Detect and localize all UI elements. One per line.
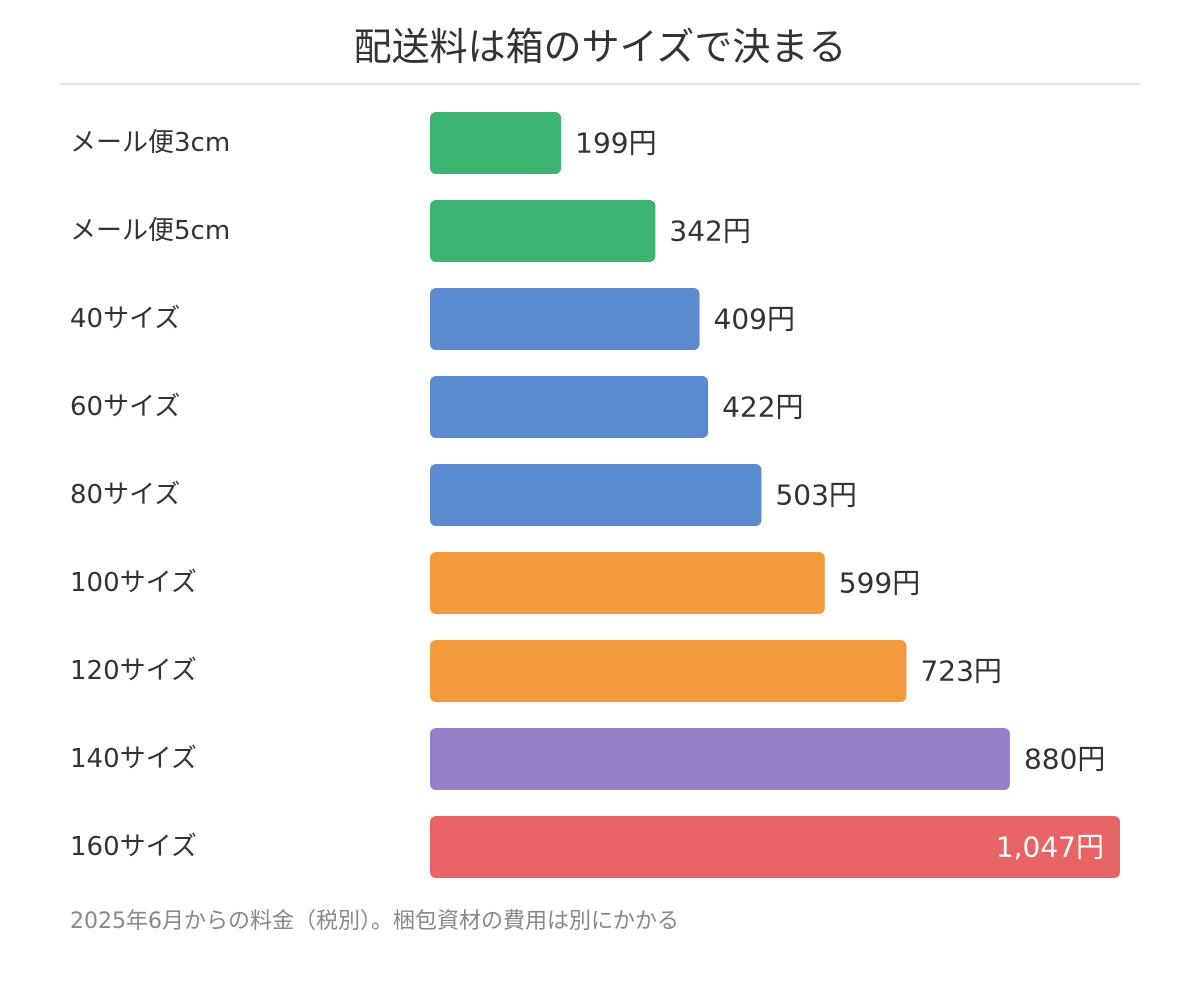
category-label: 100サイズ bbox=[70, 568, 197, 598]
value-label: 409円 bbox=[714, 303, 795, 336]
bar bbox=[430, 200, 656, 262]
value-label: 1,047円 bbox=[996, 831, 1104, 864]
value-label: 599円 bbox=[839, 567, 920, 600]
category-label: 140サイズ bbox=[70, 744, 197, 774]
value-label: 422円 bbox=[722, 391, 803, 424]
bar bbox=[430, 640, 907, 702]
category-label: メール便5cm bbox=[70, 216, 230, 246]
category-label: 80サイズ bbox=[70, 480, 180, 510]
category-label: 60サイズ bbox=[70, 392, 180, 422]
category-label: 120サイズ bbox=[70, 656, 197, 686]
value-label: 503円 bbox=[775, 479, 856, 512]
footnote: 2025年6月からの料金（税別）。梱包資材の費用は別にかかる bbox=[70, 909, 679, 934]
chart-title: 配送料は箱のサイズで決まる bbox=[353, 25, 847, 69]
bar bbox=[430, 552, 825, 614]
bar bbox=[430, 464, 762, 526]
value-label: 342円 bbox=[669, 215, 750, 248]
bar bbox=[430, 112, 562, 174]
bar bbox=[430, 376, 709, 438]
title-divider bbox=[60, 83, 1140, 85]
category-label: 160サイズ bbox=[70, 832, 197, 862]
value-label: 723円 bbox=[920, 655, 1001, 688]
value-label: 199円 bbox=[575, 127, 656, 160]
category-label: 40サイズ bbox=[70, 304, 180, 334]
value-label: 880円 bbox=[1024, 743, 1105, 776]
bar bbox=[430, 816, 1120, 878]
bar bbox=[430, 728, 1010, 790]
bar bbox=[430, 288, 700, 350]
category-label: メール便3cm bbox=[70, 128, 230, 158]
